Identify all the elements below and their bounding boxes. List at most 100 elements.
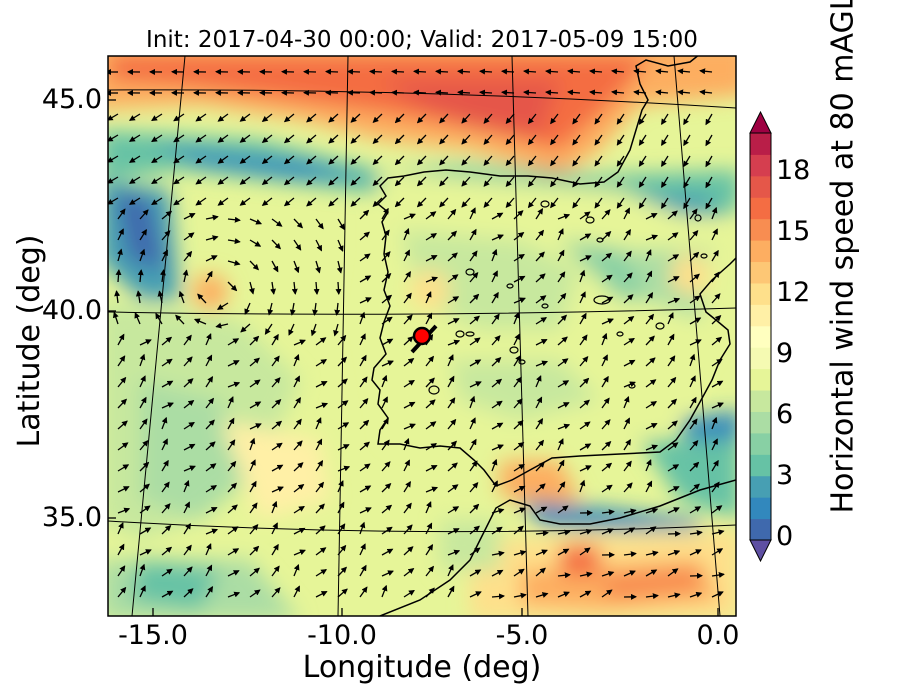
wind-arrow xyxy=(337,480,344,493)
wind-arrow xyxy=(293,527,306,535)
wind-arrow xyxy=(711,402,724,409)
wind-arrow xyxy=(667,507,680,514)
wind-arrow xyxy=(623,460,632,472)
wind-arrow xyxy=(381,417,389,430)
wind-arrow xyxy=(283,197,295,207)
wind-arrow xyxy=(315,438,323,451)
wind-arrow xyxy=(425,565,435,577)
wind-arrow xyxy=(161,230,171,241)
wind-arrow xyxy=(117,486,130,493)
wind-arrow xyxy=(447,462,458,472)
wind-arrow xyxy=(447,440,457,451)
wind-arrow xyxy=(623,417,630,430)
wind-arrow xyxy=(645,593,659,600)
wind-arrow xyxy=(689,418,698,430)
wind-arrow xyxy=(689,295,701,304)
wind-arrow xyxy=(689,375,696,388)
wind-arrow xyxy=(161,568,173,577)
wind-arrow xyxy=(491,313,500,325)
wind-arrow xyxy=(139,461,150,472)
wind-arrow xyxy=(638,134,647,146)
wind-arrow xyxy=(535,418,544,430)
wind-arrow xyxy=(491,335,501,346)
wind-arrow xyxy=(469,272,479,283)
wind-arrow xyxy=(469,315,480,325)
wind-arrow xyxy=(197,293,207,304)
wind-arrow xyxy=(667,254,680,262)
wind-arrow xyxy=(249,437,256,451)
wind-arrow xyxy=(645,234,659,241)
wind-arrow xyxy=(535,273,546,283)
wind-arrow xyxy=(447,585,455,598)
wind-arrow xyxy=(372,197,383,207)
wind-arrow xyxy=(337,400,349,409)
wind-arrow xyxy=(315,481,325,493)
wind-arrow xyxy=(661,134,669,147)
wind-arrow xyxy=(513,441,525,451)
wind-arrow xyxy=(439,134,449,145)
colorbar-segment xyxy=(750,325,771,348)
wind-arrow xyxy=(645,459,652,472)
wind-arrow xyxy=(117,228,124,241)
wind-arrow xyxy=(469,547,481,556)
wind-arrow xyxy=(557,481,566,493)
x-tick-label: 0.0 xyxy=(696,620,740,651)
wind-arrow xyxy=(205,419,215,430)
wind-arrow xyxy=(337,356,347,367)
wind-arrow xyxy=(151,197,163,206)
wind-arrow xyxy=(447,252,458,262)
wind-arrow xyxy=(616,134,625,146)
wind-arrow xyxy=(623,570,636,577)
wind-arrow xyxy=(513,354,521,367)
wind-arrow xyxy=(372,113,383,123)
wind-arrow xyxy=(469,381,482,388)
meridian-5w xyxy=(511,56,529,616)
wind-arrow xyxy=(137,269,144,283)
colorbar-segment xyxy=(750,304,771,327)
wind-arrow xyxy=(545,89,559,96)
wind-arrow xyxy=(139,353,146,367)
wind-arrow xyxy=(350,155,361,165)
wind-arrow xyxy=(315,239,323,252)
wind-arrow xyxy=(227,259,241,266)
wind-arrow xyxy=(328,176,339,186)
colorbar-segment xyxy=(750,411,771,434)
wind-arrow xyxy=(293,505,305,514)
wind-arrow xyxy=(416,113,427,124)
wind-arrow xyxy=(205,376,214,388)
wind-arrow xyxy=(461,134,471,145)
wind-arrow xyxy=(381,548,394,556)
wind-arrow xyxy=(557,249,565,262)
y-axis-label: Latitude (deg) xyxy=(12,234,47,448)
wind-arrow xyxy=(381,526,393,535)
wind-arrow xyxy=(645,335,655,346)
wind-arrow xyxy=(333,323,339,337)
wind-arrow xyxy=(469,395,476,409)
y-tick-label: 35.0 xyxy=(41,502,102,533)
wind-arrow xyxy=(683,155,691,168)
wind-arrow xyxy=(505,134,515,145)
wind-arrow xyxy=(271,486,284,493)
wind-arrow xyxy=(447,484,459,493)
wind-arrow xyxy=(667,210,678,220)
wind-arrow xyxy=(513,420,524,430)
wind-arrow xyxy=(161,402,174,409)
wind-arrow xyxy=(579,255,592,262)
wind-arrow xyxy=(312,302,319,316)
wind-arrow xyxy=(655,68,669,75)
wind-arrow xyxy=(205,586,214,598)
wind-arrow xyxy=(711,438,718,451)
wind-arrow xyxy=(117,565,126,577)
wind-arrow xyxy=(601,231,612,241)
wind-arrow xyxy=(557,228,564,241)
wind-arrow xyxy=(425,544,434,556)
colorbar-segment xyxy=(750,368,771,391)
wind-arrow xyxy=(249,423,262,430)
wind-arrow xyxy=(271,420,283,430)
wind-arrow xyxy=(271,355,280,367)
wind-arrow xyxy=(271,565,280,577)
wind-arrow xyxy=(661,113,669,126)
colorbar-segment xyxy=(750,133,771,155)
wind-arrow xyxy=(117,543,125,556)
wind-arrow xyxy=(173,176,185,185)
